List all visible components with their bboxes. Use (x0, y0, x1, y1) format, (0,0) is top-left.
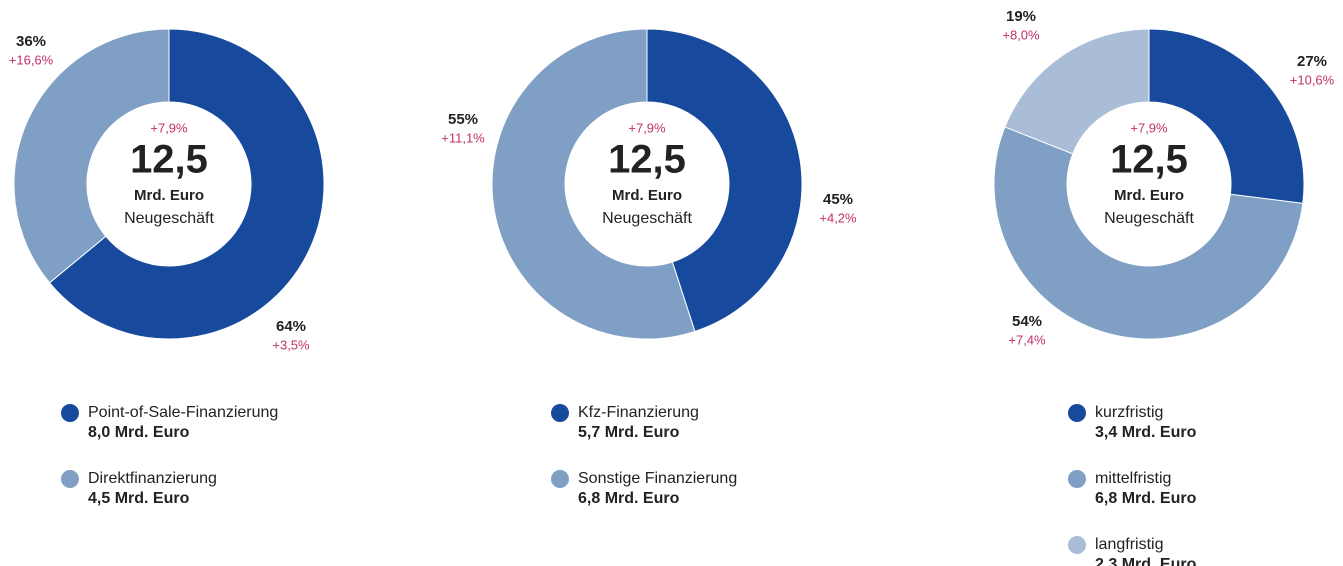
center-label: Neugeschäft (1104, 210, 1194, 227)
center-unit: Mrd. Euro (1114, 187, 1184, 204)
legend-label: kurzfristig (1095, 404, 1163, 421)
legend-swatch (61, 470, 79, 488)
slice-change: +16,6% (9, 52, 54, 67)
legend-amount: 4,5 Mrd. Euro (88, 490, 190, 507)
slice-percent: 64% (276, 318, 306, 335)
slice-change: +4,2% (819, 210, 857, 225)
donut-slice (1004, 28, 1150, 155)
legend-swatch (1068, 536, 1086, 554)
slice-change: +11,1% (441, 130, 485, 145)
legend-amount: 3,4 Mrd. Euro (1095, 424, 1197, 441)
legend-swatch (61, 404, 79, 422)
legend-amount: 5,7 Mrd. Euro (578, 424, 680, 441)
center-value: 12,5 (608, 138, 686, 182)
donut-slice (993, 126, 1304, 340)
slice-percent: 27% (1297, 53, 1327, 70)
center-change: +7,9% (150, 120, 188, 135)
slice-percent: 55% (448, 111, 478, 128)
donut-slice (48, 28, 325, 340)
legend-swatch (1068, 404, 1086, 422)
legend-swatch (1068, 470, 1086, 488)
center-change: +7,9% (1130, 120, 1168, 135)
legend-swatch (551, 404, 569, 422)
donut-slice (13, 28, 170, 284)
donut-slice (491, 28, 696, 340)
slice-change: +8,0% (1002, 27, 1040, 42)
legend-label: Point-of-Sale-Finanzierung (88, 404, 278, 421)
center-change: +7,9% (628, 120, 666, 135)
donut-slice (646, 28, 803, 333)
legend-amount: 6,8 Mrd. Euro (1095, 490, 1197, 507)
center-value: 12,5 (130, 138, 208, 182)
legend-label: Sonstige Finanzierung (578, 470, 737, 487)
slice-change: +7,4% (1008, 332, 1046, 347)
slice-percent: 45% (823, 191, 853, 208)
slice-change: +10,6% (1290, 72, 1335, 87)
legend-label: mittelfristig (1095, 470, 1171, 487)
slice-percent: 54% (1012, 313, 1042, 330)
legend-amount: 8,0 Mrd. Euro (88, 424, 190, 441)
legend-label: Kfz-Finanzierung (578, 404, 699, 421)
slice-change: +3,5% (272, 337, 310, 352)
slice-percent: 19% (1006, 8, 1036, 25)
legend-label: langfristig (1095, 536, 1163, 553)
center-unit: Mrd. Euro (612, 187, 682, 204)
legend-amount: 6,8 Mrd. Euro (578, 490, 680, 507)
legend-amount: 2,3 Mrd. Euro (1095, 556, 1197, 566)
center-unit: Mrd. Euro (134, 187, 204, 204)
center-label: Neugeschäft (602, 210, 692, 227)
center-label: Neugeschäft (124, 210, 214, 227)
legend-swatch (551, 470, 569, 488)
donut-slice (1148, 28, 1305, 204)
legend-label: Direktfinanzierung (88, 470, 217, 487)
center-value: 12,5 (1110, 138, 1188, 182)
slice-percent: 36% (16, 33, 46, 50)
